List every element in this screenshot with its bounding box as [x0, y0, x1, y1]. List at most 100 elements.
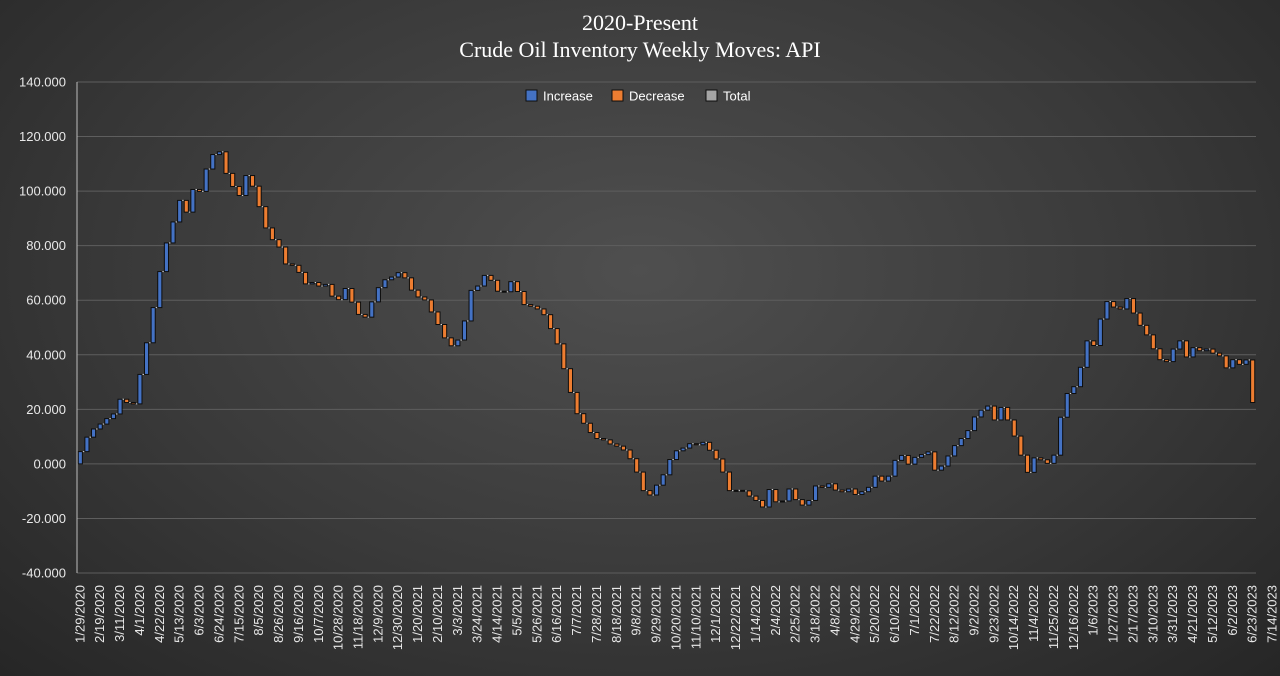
x-tick-label: 11/10/2021	[688, 585, 703, 649]
decrease-bar	[1044, 459, 1050, 464]
x-tick-label: 5/12/2023	[1205, 585, 1220, 643]
decrease-bar	[289, 263, 295, 266]
decrease-bar	[601, 438, 607, 441]
increase-bar	[971, 416, 978, 432]
x-tick-label: 4/1/2020	[132, 585, 147, 636]
x-tick-label: 7/1/2022	[907, 585, 922, 636]
y-tick-label: -20.000	[22, 511, 66, 526]
decrease-bar	[415, 289, 421, 298]
decrease-bar	[554, 328, 560, 345]
decrease-bar	[634, 458, 640, 473]
x-tick-label: 9/2/2022	[967, 585, 982, 636]
decrease-bar	[707, 441, 713, 451]
x-tick-label: 2/25/2022	[788, 585, 803, 643]
y-tick-label: 100.000	[19, 184, 66, 199]
decrease-bar	[594, 432, 600, 440]
increase-legend-label: Increase	[543, 89, 593, 104]
x-tick-label: 4/29/2022	[847, 585, 862, 643]
decrease-bar	[746, 490, 752, 497]
increase-bar	[958, 438, 964, 447]
decrease-bar	[296, 264, 302, 273]
increase-bar	[163, 242, 169, 273]
increase-bar	[1203, 348, 1209, 352]
x-tick-label: 4/8/2022	[827, 585, 842, 636]
increase-bar	[243, 175, 249, 196]
x-tick-label: 3/18/2022	[808, 585, 823, 643]
decrease-bar	[124, 398, 130, 404]
x-tick-label: 7/7/2021	[569, 585, 584, 636]
increase-bar	[872, 475, 878, 488]
x-tick-label: 12/30/2020	[390, 585, 405, 650]
increase-bar	[1031, 457, 1037, 473]
x-tick-label: 5/26/2021	[529, 585, 544, 643]
decrease-bar	[355, 301, 362, 315]
increase-bar	[885, 475, 891, 482]
decrease-bar	[236, 185, 242, 196]
decrease-bar	[435, 311, 441, 326]
x-tick-label: 9/16/2020	[291, 585, 306, 643]
x-tick-label: 6/24/2020	[211, 585, 226, 643]
total-legend-swatch	[705, 89, 718, 102]
increase-bar	[1190, 347, 1196, 358]
decrease-bar	[1150, 334, 1156, 350]
x-tick-label: 9/8/2021	[629, 585, 644, 636]
x-axis-tick-labels: 1/29/2020 2/19/2020 3/11/2020 4/1/2020 4/22/…	[72, 585, 1279, 650]
x-tick-label: 1/6/2023	[1086, 585, 1101, 636]
x-tick-label: 1/29/2020	[72, 585, 87, 643]
decrease-bar	[713, 449, 719, 460]
x-tick-label: 7/14/2023	[1265, 585, 1280, 643]
decrease-bar	[223, 151, 229, 174]
decrease-bar	[1217, 352, 1223, 357]
decrease-bar	[1183, 340, 1190, 358]
x-tick-label: 10/7/2020	[311, 585, 326, 643]
x-tick-label: 1/14/2022	[748, 585, 763, 643]
x-tick-label: 3/10/2023	[1145, 585, 1160, 643]
decrease-bar	[627, 449, 633, 460]
x-tick-label: 7/15/2020	[231, 585, 246, 643]
x-tick-label: 3/24/2021	[470, 585, 485, 643]
increase-bar	[375, 287, 381, 303]
increase-bar	[1177, 340, 1183, 350]
decrease-bar	[534, 305, 540, 310]
increase-bar	[461, 320, 468, 341]
decrease-bar	[402, 272, 408, 279]
increase-bar	[918, 454, 925, 458]
decrease-bar	[581, 413, 587, 424]
decrease-bar	[1157, 348, 1163, 361]
increase-bar	[965, 430, 971, 440]
increase-bar	[84, 436, 90, 453]
x-tick-label: 8/18/2021	[609, 585, 624, 643]
increase-bar	[660, 474, 666, 486]
decrease-bar	[1018, 435, 1024, 456]
decrease-bar	[263, 206, 269, 229]
x-tick-label: 10/14/2022	[1006, 585, 1021, 650]
decrease-bar	[1005, 406, 1011, 421]
increase-bar	[150, 307, 156, 344]
y-axis-tick-labels: 140.000 120.000 100.000 80.000 60.000 40.000 2…	[19, 75, 66, 581]
decrease-bar	[1117, 306, 1123, 310]
decrease-bar	[1144, 324, 1150, 336]
x-tick-label: 9/29/2021	[649, 585, 664, 643]
decrease-bar	[640, 471, 646, 492]
decrease-bar	[276, 239, 282, 248]
increase-bar	[481, 274, 487, 287]
increase-bar	[309, 281, 315, 285]
decrease-bar	[1038, 457, 1044, 461]
y-tick-label: 20.000	[26, 402, 66, 417]
increase-bar	[938, 465, 944, 471]
increase-bar	[700, 441, 706, 446]
increase-bar	[733, 489, 739, 492]
legend: Increase Decrease Total	[525, 89, 751, 104]
x-tick-label: 9/23/2022	[986, 585, 1001, 643]
increase-bar	[912, 456, 918, 465]
increase-bar	[468, 289, 474, 322]
decrease-bar	[183, 199, 189, 213]
decrease-bar	[1137, 312, 1143, 326]
waterfall-bars	[77, 151, 1256, 508]
x-tick-label: 12/22/2021	[728, 585, 743, 650]
increase-bar	[210, 154, 216, 170]
decrease-bar	[422, 296, 428, 301]
x-tick-label: 2/10/2021	[430, 585, 445, 643]
decrease-bar	[567, 368, 574, 393]
decrease-bar	[269, 227, 275, 241]
